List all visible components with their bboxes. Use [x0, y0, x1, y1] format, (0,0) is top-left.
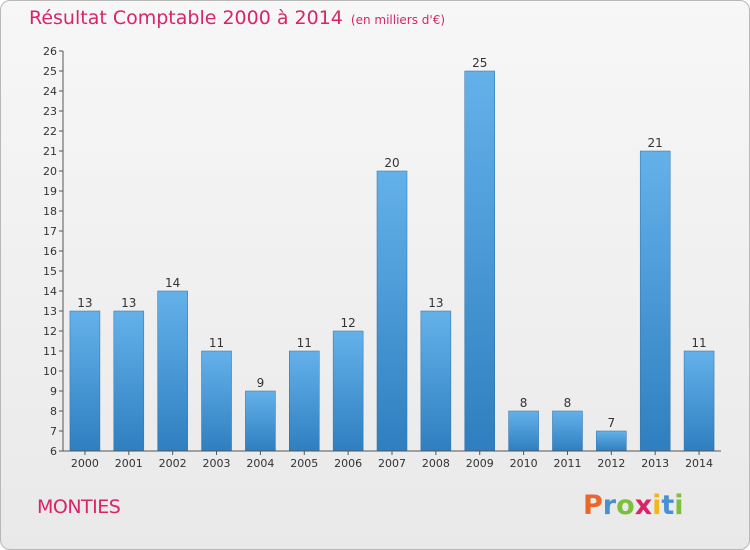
logo-letter: o: [616, 490, 635, 521]
x-tick-label: 2008: [422, 457, 450, 470]
bar-value-label: 13: [428, 296, 443, 310]
y-tick-label: 18: [43, 205, 57, 218]
x-tick-label: 2014: [685, 457, 713, 470]
bar: [157, 290, 188, 452]
x-axis: 2000 2001 2002 2003 2004 2005 2006 2007 2008 2009…: [63, 450, 721, 470]
x-tick-label: 2002: [159, 457, 187, 470]
x-tick-label: 2003: [203, 457, 231, 470]
bar-value-label: 8: [564, 396, 572, 410]
bar: [683, 350, 715, 452]
bar: [552, 410, 583, 452]
chart-title-text: Résultat Comptable 2000 à 2014: [29, 7, 343, 29]
x-tick-label: 2004: [246, 457, 274, 470]
x-tick-label: 2001: [115, 457, 143, 470]
logo-letter: r: [602, 490, 617, 521]
bar-value-label: 8: [520, 396, 528, 410]
bar-value-label: 12: [340, 316, 355, 330]
chart-title: Résultat Comptable 2000 à 2014 (en millie…: [29, 7, 445, 29]
y-tick-label: 20: [43, 165, 57, 178]
logo-letter: i: [652, 490, 662, 521]
x-tick-label: 2010: [510, 457, 538, 470]
bar: [245, 390, 276, 452]
bar-chart: 6 7 8 9 10 11 12 13 14 15 16 17 18 19 20 21 22 23 24 25 26 1…: [43, 45, 721, 470]
bar: [69, 310, 101, 452]
bars: 13 13 14 11 9 11 12 20 13 25 8 8 7 21 11: [69, 56, 715, 452]
y-tick-label: 22: [43, 125, 57, 138]
bar: [332, 330, 364, 452]
bar-value-label: 7: [608, 416, 616, 430]
chart-subtitle: (en milliers d'€): [350, 13, 446, 27]
y-tick-label: 24: [43, 85, 57, 98]
y-tick-label: 16: [43, 245, 57, 258]
y-tick-label: 25: [43, 65, 57, 78]
y-tick-label: 23: [43, 105, 57, 118]
y-tick-label: 21: [43, 145, 57, 158]
x-tick-label: 2007: [378, 457, 406, 470]
proxiti-logo: Proxiti: [583, 490, 684, 521]
bar: [639, 150, 671, 452]
bar-value-label: 13: [77, 296, 92, 310]
y-tick-label: 9: [50, 385, 57, 398]
bar-value-label: 20: [384, 156, 399, 170]
y-tick-label: 6: [50, 445, 57, 458]
x-tick-label: 2009: [466, 457, 494, 470]
y-tick-label: 10: [43, 365, 57, 378]
logo-letter: P: [583, 490, 603, 521]
bar: [113, 310, 145, 452]
bar: [596, 430, 627, 452]
bar-value-label: 13: [121, 296, 136, 310]
y-tick-label: 14: [43, 285, 57, 298]
y-tick-label: 17: [43, 225, 57, 238]
bar-value-label: 11: [691, 336, 706, 350]
bar: [464, 70, 495, 452]
bar: [376, 170, 408, 452]
x-tick-label: 2012: [597, 457, 625, 470]
x-tick-label: 2000: [71, 457, 99, 470]
y-tick-label: 26: [43, 45, 57, 58]
y-tick-label: 11: [43, 345, 57, 358]
bar-value-label: 25: [472, 56, 487, 70]
bar-value-label: 11: [297, 336, 312, 350]
x-tick-label: 2013: [641, 457, 669, 470]
y-tick-label: 12: [43, 325, 57, 338]
x-tick-label: 2011: [553, 457, 581, 470]
logo-letter: x: [634, 490, 653, 521]
bar-value-label: 9: [257, 376, 265, 390]
bar-value-label: 14: [165, 276, 180, 290]
x-tick-label: 2006: [334, 457, 362, 470]
x-tick-label: 2005: [290, 457, 318, 470]
logo-letter: t: [661, 490, 675, 521]
bar: [420, 310, 452, 452]
y-axis: 6 7 8 9 10 11 12 13 14 15 16 17 18 19 20 21 22 23 24 25 26: [43, 45, 64, 458]
y-tick-label: 15: [43, 265, 57, 278]
bar: [508, 410, 539, 452]
y-tick-label: 19: [43, 185, 57, 198]
y-tick-label: 7: [50, 425, 57, 438]
bar-value-label: 21: [648, 136, 663, 150]
commune-name: MONTIES: [37, 496, 121, 518]
bar-value-label: 11: [209, 336, 224, 350]
logo-letter: i: [674, 490, 684, 521]
y-tick-label: 13: [43, 305, 57, 318]
y-tick-label: 8: [50, 405, 57, 418]
bar: [289, 350, 320, 452]
bar: [201, 350, 232, 452]
